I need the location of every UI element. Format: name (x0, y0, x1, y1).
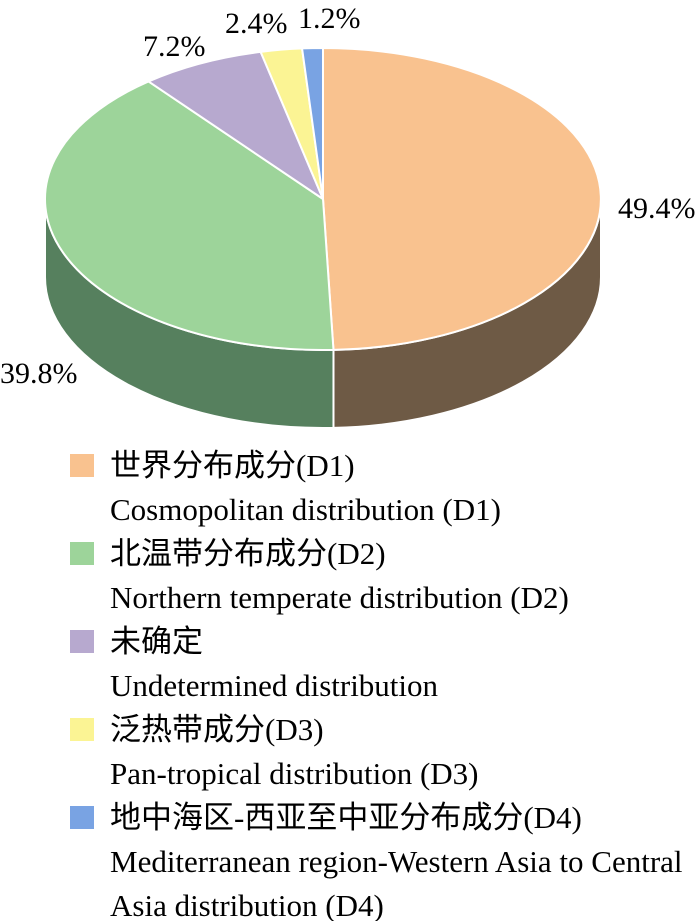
legend-swatch-northern-temperate (70, 542, 94, 565)
legend-item-pan-tropical: 泛热带成分(D3) Pan-tropical distribution (D3) (60, 708, 688, 796)
legend-label-en: Cosmopolitan distribution (D1) (110, 492, 501, 527)
legend-label-en: Mediterranean region-Western Asia to Cen… (110, 844, 683, 921)
pie-svg (44, 47, 602, 429)
legend-swatch-undetermined (70, 630, 94, 653)
legend-swatch-cosmopolitan (70, 454, 94, 477)
slice-label-d1: 49.4% (618, 192, 696, 225)
pie-chart: 7.2% 2.4% 1.2% 49.4% 39.8% (0, 0, 700, 445)
pie-slice-D2 (44, 80, 335, 351)
pie-slice-D1 (322, 47, 602, 351)
legend-swatch-pan-tropical (70, 718, 94, 741)
legend-item-northern-temperate: 北温带分布成分(D2) Northern temperate distribut… (60, 532, 688, 620)
slice-label-undetermined: 7.2% (143, 30, 206, 63)
legend-label-en: Pan-tropical distribution (D3) (110, 756, 479, 791)
legend-label-zh: 世界分布成分(D1) (110, 448, 355, 483)
legend-item-cosmopolitan: 世界分布成分(D1) Cosmopolitan distribution (D1… (60, 444, 688, 532)
slice-label-d4: 1.2% (298, 2, 361, 35)
legend-item-undetermined: 未确定 Undetermined distribution (60, 620, 688, 708)
slice-label-d2: 39.8% (0, 357, 78, 390)
legend-label-en: Undetermined distribution (110, 668, 439, 703)
legend-label-en: Northern temperate distribution (D2) (110, 580, 569, 615)
legend-label-zh: 北温带分布成分(D2) (110, 536, 386, 571)
legend-label-zh: 地中海区-西亚至中亚分布成分(D4) (110, 800, 582, 835)
legend-label-zh: 未确定 (110, 624, 203, 659)
legend-swatch-mediterranean (70, 806, 94, 829)
legend-label-zh: 泛热带成分(D3) (110, 712, 324, 747)
slice-label-d3: 2.4% (225, 7, 288, 40)
legend: 世界分布成分(D1) Cosmopolitan distribution (D1… (60, 444, 688, 921)
pie-slice-D4 (301, 47, 324, 200)
legend-item-mediterranean: 地中海区-西亚至中亚分布成分(D4) Mediterranean region-… (60, 796, 688, 921)
pie-slice-undetermined (147, 50, 324, 200)
